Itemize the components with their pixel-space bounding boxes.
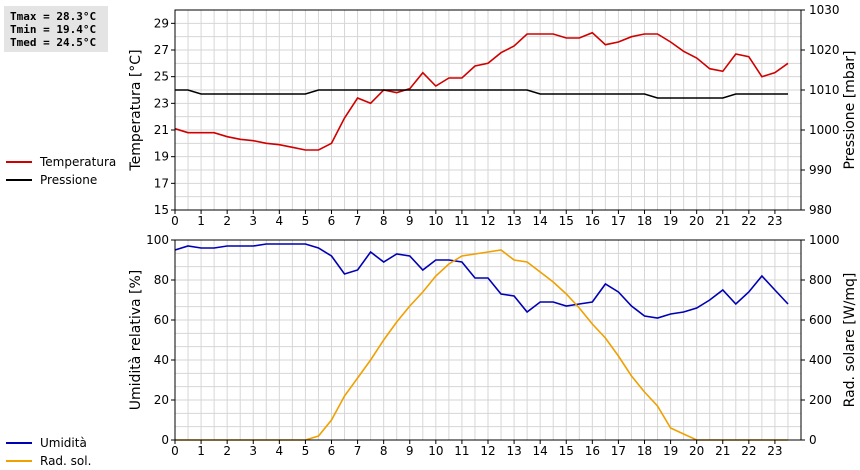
x-tick-label: 16: [585, 214, 600, 228]
legend-item-temperatura: Temperatura: [6, 153, 116, 171]
legend-swatch-pressione: [6, 179, 32, 181]
y-tick-label-right: 200: [809, 393, 832, 407]
x-tick-label: 6: [328, 214, 336, 228]
x-tick-label: 3: [249, 444, 257, 458]
series-line-temperatura: [174, 31, 789, 151]
y-tick-label-left: 23: [154, 96, 169, 110]
y-tick-label-left: 15: [154, 203, 169, 217]
x-tick-label: 15: [559, 214, 574, 228]
x-tick-label: 17: [611, 214, 626, 228]
y-axis-label-right: Pressione [mbar]: [842, 50, 858, 169]
chart-panel-1: 0 1 2 3 4 5 6 7 8 9 10 11 12 13 14 15 16 17 18 19 20 21 22 2315…: [128, 3, 858, 228]
x-tick-label: 1: [197, 444, 205, 458]
y-tick-label-left: 40: [154, 353, 169, 367]
x-tick-label: 10: [428, 444, 443, 458]
y-tick-label-left: 0: [161, 433, 169, 447]
x-tick-label: 9: [406, 444, 414, 458]
y-tick-label-left: 25: [154, 70, 169, 84]
legend-label-temperatura: Temperatura: [40, 155, 117, 169]
y-tick-label-right: 1000: [809, 123, 840, 137]
tmin-stat: Tmin = 19.4°C: [10, 23, 97, 36]
x-tick-label: 12: [480, 444, 495, 458]
y-tick-label-right: 1030: [809, 3, 840, 17]
x-tick-label: 21: [715, 444, 730, 458]
y-tick-label-right: 800: [809, 273, 832, 287]
x-tick-label: 14: [533, 214, 548, 228]
x-tick-label: 14: [533, 444, 548, 458]
legend-swatch-umidita: [6, 442, 32, 444]
y-tick-label-right: 400: [809, 353, 832, 367]
series-line-pressione: [175, 89, 788, 99]
x-tick-label: 8: [380, 444, 388, 458]
x-tick-label: 2: [223, 214, 231, 228]
x-tick-label: 18: [637, 444, 652, 458]
legend-item-umidita: Umidità: [6, 434, 91, 452]
y-axis-label-right: Rad. solare [W/mq]: [842, 273, 858, 408]
y-tick-label-right: 980: [809, 203, 832, 217]
x-tick-label: 3: [249, 214, 257, 228]
y-tick-label-left: 20: [154, 393, 169, 407]
x-tick-label: 21: [715, 214, 730, 228]
y-tick-label-right: 1020: [809, 43, 840, 57]
legend-top: Temperatura Pressione: [6, 153, 116, 189]
y-axis-label-left: Temperatura [°C]: [128, 49, 144, 171]
x-tick-label: 5: [302, 444, 310, 458]
y-tick-label-left: 17: [154, 176, 169, 190]
x-tick-label: 10: [428, 214, 443, 228]
tmax-stat: Tmax = 28.3°C: [10, 10, 97, 23]
x-tick-label: 15: [559, 444, 574, 458]
chart-panel-2: 0 1 2 3 4 5 6 7 8 9 10 11 12 13 14 15 16 17 18 19 20 21 22 2302…: [128, 233, 858, 458]
y-tick-label-left: 27: [154, 43, 169, 57]
x-tick-label: 23: [767, 214, 782, 228]
x-tick-label: 17: [611, 444, 626, 458]
y-tick-label-right: 0: [809, 433, 817, 447]
x-tick-label: 12: [480, 214, 495, 228]
x-tick-label: 11: [454, 214, 469, 228]
x-tick-label: 6: [328, 444, 336, 458]
x-tick-label: 16: [585, 444, 600, 458]
x-tick-label: 22: [741, 444, 756, 458]
x-tick-label: 13: [506, 214, 521, 228]
y-tick-label-right: 1000: [809, 233, 840, 247]
y-tick-label-left: 19: [154, 150, 169, 164]
weather-charts: 0 1 2 3 4 5 6 7 8 9 10 11 12 13 14 15 16 17 18 19 20 21 22 2315…: [128, 3, 858, 458]
legend-label-umidita: Umidità: [40, 436, 87, 450]
y-tick-label-left: 21: [154, 123, 169, 137]
x-tick-label: 20: [689, 214, 704, 228]
x-tick-label: 9: [406, 214, 414, 228]
x-tick-label: 0: [171, 214, 179, 228]
x-tick-label: 4: [276, 444, 284, 458]
y-tick-label-left: 80: [154, 273, 169, 287]
x-tick-label: 18: [637, 214, 652, 228]
x-tick-label: 22: [741, 214, 756, 228]
x-tick-label: 5: [302, 214, 310, 228]
y-tick-label-right: 990: [809, 163, 832, 177]
stats-box: Tmax = 28.3°C Tmin = 19.4°C Tmed = 24.5°…: [4, 6, 108, 52]
x-tick-label: 2: [223, 444, 231, 458]
legend-swatch-temperatura: [6, 161, 32, 163]
x-tick-label: 0: [171, 444, 179, 458]
legend-item-pressione: Pressione: [6, 171, 116, 189]
x-tick-label: 4: [276, 214, 284, 228]
x-tick-label: 19: [663, 444, 678, 458]
x-tick-label: 7: [354, 444, 362, 458]
legend-swatch-rad-sol: [6, 460, 32, 462]
legend-label-pressione: Pressione: [40, 173, 98, 187]
x-tick-label: 23: [767, 444, 782, 458]
x-tick-label: 20: [689, 444, 704, 458]
x-tick-label: 1: [197, 214, 205, 228]
x-tick-label: 7: [354, 214, 362, 228]
x-tick-label: 11: [454, 444, 469, 458]
series-line-umidit-: [174, 243, 789, 319]
x-tick-label: 8: [380, 214, 388, 228]
tmed-stat: Tmed = 24.5°C: [10, 36, 97, 49]
y-axis-label-left: Umidità relativa [%]: [128, 270, 144, 411]
x-tick-label: 13: [506, 444, 521, 458]
y-tick-label-right: 600: [809, 313, 832, 327]
x-tick-label: 19: [663, 214, 678, 228]
y-tick-label-left: 100: [146, 233, 169, 247]
y-tick-label-right: 1010: [809, 83, 840, 97]
y-tick-label-left: 29: [154, 16, 169, 30]
y-tick-label-left: 60: [154, 313, 169, 327]
